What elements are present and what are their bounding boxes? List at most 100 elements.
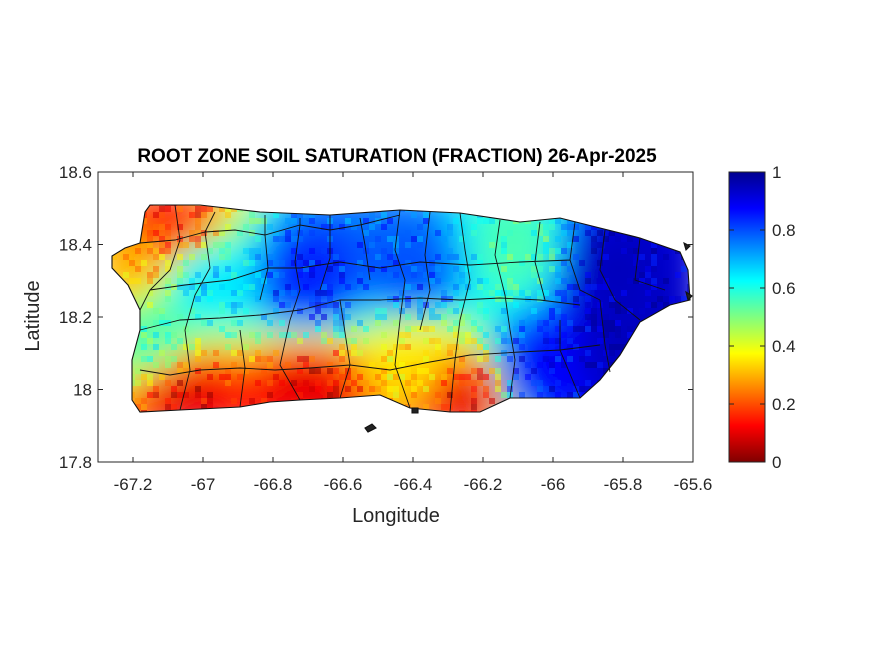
heat-cell <box>260 335 271 346</box>
heat-speckle <box>357 218 363 224</box>
heat-speckle <box>369 212 375 218</box>
heat-cell <box>580 235 591 246</box>
heat-cell <box>510 275 521 286</box>
heat-speckle <box>165 296 171 302</box>
heat-cell <box>520 245 531 256</box>
heat-speckle <box>195 368 201 374</box>
heat-cell <box>560 305 571 316</box>
heat-cell <box>590 375 601 386</box>
heat-cell <box>260 285 271 296</box>
heat-speckle <box>291 218 297 224</box>
heat-speckle <box>147 272 153 278</box>
heat-cell <box>320 365 331 376</box>
heat-speckle <box>465 338 471 344</box>
heat-speckle <box>171 356 177 362</box>
heat-cell <box>370 355 381 366</box>
heat-cell <box>220 355 231 366</box>
heat-cell <box>440 325 451 336</box>
heat-speckle <box>207 290 213 296</box>
heat-speckle <box>273 350 279 356</box>
heat-speckle <box>477 326 483 332</box>
heat-speckle <box>447 392 453 398</box>
heat-speckle <box>267 332 273 338</box>
heat-speckle <box>693 326 699 332</box>
heat-speckle <box>585 308 591 314</box>
heat-cell <box>150 325 161 336</box>
heat-cell <box>470 285 481 296</box>
heat-cell <box>390 285 401 296</box>
heat-speckle <box>267 320 273 326</box>
heat-speckle <box>249 260 255 266</box>
heat-speckle <box>459 380 465 386</box>
heat-speckle <box>411 374 417 380</box>
heat-cell <box>520 315 531 326</box>
heat-speckle <box>465 380 471 386</box>
x-tick-label: -65.8 <box>604 475 643 494</box>
heat-speckle <box>603 236 609 242</box>
heat-cell <box>260 305 271 316</box>
heat-speckle <box>237 278 243 284</box>
heat-speckle <box>645 266 651 272</box>
heat-speckle <box>519 260 525 266</box>
heat-cell <box>430 245 441 256</box>
heat-cell <box>170 275 181 286</box>
heat-speckle <box>507 296 513 302</box>
heat-speckle <box>405 362 411 368</box>
heat-cell <box>260 375 271 386</box>
heat-speckle <box>219 284 225 290</box>
heat-speckle <box>375 374 381 380</box>
heat-cell <box>230 335 241 346</box>
heat-cell <box>450 365 461 376</box>
heat-speckle <box>471 368 477 374</box>
heat-speckle <box>141 260 147 266</box>
heat-speckle <box>615 332 621 338</box>
heat-speckle <box>435 344 441 350</box>
heat-speckle <box>237 290 243 296</box>
heat-cell <box>350 245 361 256</box>
heat-speckle <box>645 302 651 308</box>
heat-cell <box>530 275 541 286</box>
heat-cell <box>510 305 521 316</box>
heat-speckle <box>573 392 579 398</box>
heat-cell <box>450 235 461 246</box>
heat-cell <box>430 305 441 316</box>
heat-cell <box>350 285 361 296</box>
heat-cell <box>170 315 181 326</box>
heat-speckle <box>207 404 213 410</box>
heat-speckle <box>483 374 489 380</box>
heat-cell <box>420 375 431 386</box>
heat-cell <box>370 255 381 266</box>
heat-speckle <box>327 302 333 308</box>
heat-cell <box>560 235 571 246</box>
heat-speckle <box>135 368 141 374</box>
heat-speckle <box>351 368 357 374</box>
heat-speckle <box>195 392 201 398</box>
heat-speckle <box>195 296 201 302</box>
heat-speckle <box>489 266 495 272</box>
x-tick-label: -66.8 <box>254 475 293 494</box>
heat-cell <box>340 275 351 286</box>
heat-cell <box>510 265 521 276</box>
heat-speckle <box>297 236 303 242</box>
heat-speckle <box>309 368 315 374</box>
heat-cell <box>400 355 411 366</box>
heat-speckle <box>555 356 561 362</box>
heat-speckle <box>273 272 279 278</box>
heat-cell <box>220 235 231 246</box>
heat-speckle <box>213 272 219 278</box>
heat-cell <box>280 315 291 326</box>
heat-speckle <box>573 290 579 296</box>
heat-speckle <box>483 314 489 320</box>
heat-speckle <box>255 332 261 338</box>
heat-speckle <box>507 272 513 278</box>
heat-cell <box>450 245 461 256</box>
heat-speckle <box>615 320 621 326</box>
heat-cell <box>430 295 441 306</box>
heat-cell <box>240 375 251 386</box>
heat-speckle <box>513 368 519 374</box>
heat-speckle <box>405 344 411 350</box>
heat-speckle <box>153 266 159 272</box>
heat-speckle <box>693 344 699 350</box>
heat-cell <box>460 395 471 406</box>
heat-cell <box>220 305 231 316</box>
